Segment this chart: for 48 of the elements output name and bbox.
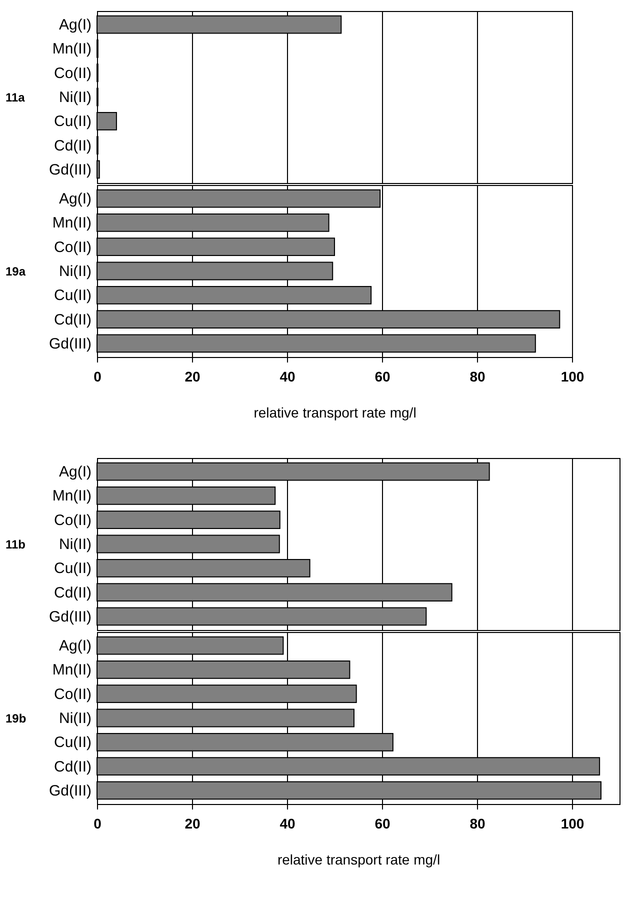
y-tick-label: Co(II) xyxy=(54,64,92,82)
y-tick-label: Ni(II) xyxy=(59,89,92,106)
x-tick-label: 80 xyxy=(470,816,486,832)
y-tick-label: Cd(II) xyxy=(54,311,92,328)
y-tick-label: Gd(III) xyxy=(48,782,92,800)
y-tick-label: Mn(II) xyxy=(52,40,92,58)
y-tick-label: Cd(II) xyxy=(54,758,92,776)
y-tick-label: Mn(II) xyxy=(52,662,92,679)
x-tick-label: 20 xyxy=(184,816,200,832)
x-tick-label: 60 xyxy=(374,816,390,832)
y-tick-label: Cu(II) xyxy=(54,113,92,130)
x-tick-label: 20 xyxy=(184,368,200,384)
y-axis-title: 19b xyxy=(6,712,26,726)
y-tick-label: Ag(I) xyxy=(58,638,92,655)
y-tick-label: Ni(II) xyxy=(59,536,92,553)
y-tick-label: Cd(II) xyxy=(54,584,92,602)
y-axis-title: 19a xyxy=(6,264,26,278)
y-tick-label: Cu(II) xyxy=(54,560,92,578)
y-axis-title: 11a xyxy=(6,90,26,104)
y-tick-label: Ni(II) xyxy=(59,710,92,727)
y-tick-label: Gd(III) xyxy=(48,335,92,352)
x-tick-label: 40 xyxy=(280,816,296,832)
y-tick-label: Cu(II) xyxy=(54,287,92,304)
y-axis-title: 11b xyxy=(6,538,26,552)
x-tick-label: 80 xyxy=(470,368,486,384)
x-axis-title: relative transport rate mg/l xyxy=(254,404,416,420)
x-tick-label: 0 xyxy=(94,368,102,384)
y-tick-label: Mn(II) xyxy=(52,214,92,232)
x-tick-label: 40 xyxy=(280,368,296,384)
y-tick-label: Co(II) xyxy=(54,686,92,703)
y-tick-label: Ag(I) xyxy=(58,16,92,34)
y-tick-label: Co(II) xyxy=(54,238,92,256)
y-tick-label: Ag(I) xyxy=(58,464,92,481)
bar xyxy=(96,160,100,179)
x-axis-title: relative transport rate mg/l xyxy=(277,852,440,868)
x-tick-label: 60 xyxy=(374,368,390,384)
x-tick-label: 100 xyxy=(560,368,584,384)
x-tick-label: 0 xyxy=(94,816,102,832)
bar xyxy=(96,112,117,130)
y-tick-label: Gd(III) xyxy=(48,161,92,178)
y-tick-label: Co(II) xyxy=(54,512,92,529)
x-tick-label: 100 xyxy=(560,816,584,832)
y-tick-label: Cd(II) xyxy=(54,137,92,154)
y-tick-label: Ag(I) xyxy=(58,190,92,208)
y-tick-label: Ni(II) xyxy=(59,263,92,280)
y-tick-label: Gd(III) xyxy=(48,608,92,626)
y-tick-label: Mn(II) xyxy=(52,488,92,505)
y-tick-label: Cu(II) xyxy=(54,734,92,752)
